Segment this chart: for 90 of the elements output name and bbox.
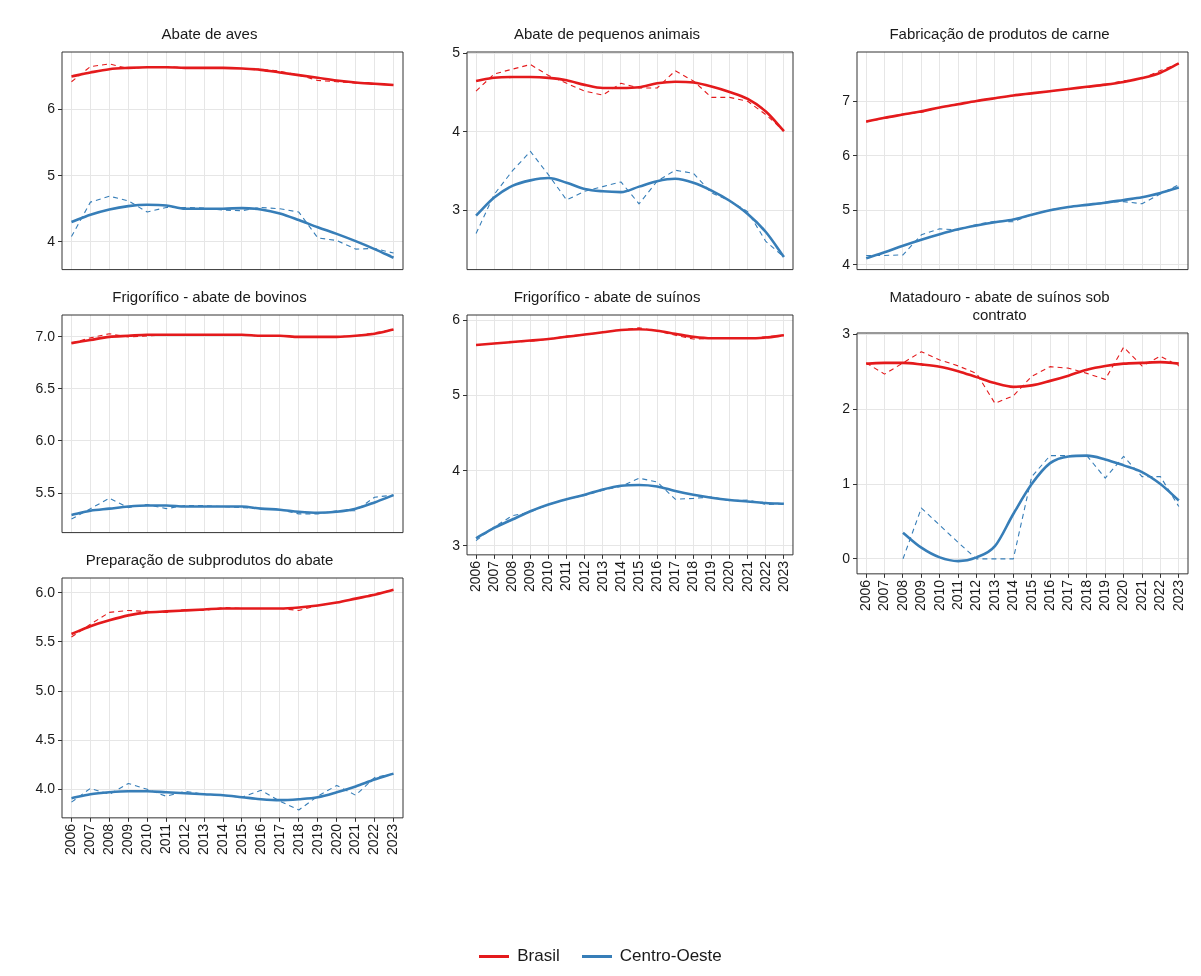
x-tick-label: 2012 xyxy=(967,579,984,612)
x-tick-label: 2011 xyxy=(949,579,965,610)
x-tick-label: 2009 xyxy=(912,579,929,612)
y-tick-label: 6 xyxy=(452,311,461,328)
x-tick-label: 2021 xyxy=(1132,579,1149,612)
x-tick-label: 2015 xyxy=(1022,579,1039,612)
x-tick-label: 2021 xyxy=(738,560,755,593)
x-tick-label: 2014 xyxy=(213,823,230,856)
x-tick-label: 2010 xyxy=(539,560,556,593)
y-tick-label: 3 xyxy=(842,325,851,342)
x-tick-label: 2013 xyxy=(593,560,610,593)
x-tick-label: 2022 xyxy=(365,823,382,856)
x-tick-label: 2019 xyxy=(308,823,325,856)
x-tick-label: 2018 xyxy=(1077,579,1094,612)
x-tick-label: 2010 xyxy=(138,823,155,856)
x-tick-label: 2008 xyxy=(503,560,520,593)
x-tick-label: 2015 xyxy=(629,560,646,593)
y-tick-label: 2 xyxy=(842,400,851,417)
y-tick-label: 6.5 xyxy=(35,379,56,396)
x-tick-label: 2015 xyxy=(232,823,249,856)
x-tick-label: 2008 xyxy=(100,823,117,856)
y-tick-label: 1 xyxy=(842,474,851,491)
y-tick-label: 7.0 xyxy=(35,327,56,344)
x-tick-label: 2014 xyxy=(1004,579,1021,612)
chart-title: Frigorífico - abate de bovinos xyxy=(112,288,307,306)
y-tick-label: 0 xyxy=(842,549,851,566)
y-tick-label: 4 xyxy=(452,122,461,139)
x-tick-label: 2006 xyxy=(466,560,483,593)
legend-label: Centro-Oeste xyxy=(619,946,722,966)
y-tick-label: 5 xyxy=(452,44,461,61)
x-tick-label: 2016 xyxy=(251,823,268,856)
y-tick-label: 4 xyxy=(452,461,461,478)
x-tick-label: 2011 xyxy=(157,823,174,854)
y-tick-label: 3 xyxy=(452,536,461,553)
chart-title: Fabricação de produtos de carne xyxy=(889,25,1110,43)
x-tick-label: 2016 xyxy=(1040,579,1057,612)
x-tick-label: 2020 xyxy=(720,560,737,593)
x-tick-label: 2009 xyxy=(119,823,136,856)
x-tick-label: 2016 xyxy=(648,560,665,593)
y-tick-label: 5 xyxy=(47,166,56,183)
y-tick-label: 5.5 xyxy=(35,483,56,500)
y-tick-label: 5 xyxy=(452,386,461,403)
x-tick-label: 2007 xyxy=(81,823,98,856)
x-tick-label: 2010 xyxy=(930,579,947,612)
y-tick-label: 6.0 xyxy=(35,583,56,600)
x-tick-label: 2009 xyxy=(521,560,538,593)
chart-title: Abate de pequenos animais xyxy=(514,25,700,43)
y-tick-label: 7 xyxy=(842,92,851,109)
y-tick-label: 4 xyxy=(47,232,56,249)
x-tick-label: 2022 xyxy=(756,560,773,593)
x-tick-label: 2012 xyxy=(575,560,592,593)
chart-title: Abate de aves xyxy=(161,25,258,43)
x-tick-label: 2013 xyxy=(985,579,1002,612)
x-tick-label: 2020 xyxy=(1114,579,1131,612)
x-tick-label: 2017 xyxy=(666,560,683,593)
legend-label: Brasil xyxy=(517,946,560,966)
x-tick-label: 2013 xyxy=(194,823,211,856)
x-tick-label: 2006 xyxy=(857,579,874,612)
x-tick-label: 2008 xyxy=(893,579,910,612)
chart-title: Matadouro - abate de suínos sob contrato xyxy=(889,288,1110,324)
x-tick-label: 2006 xyxy=(62,823,79,856)
chart-title: Frigorífico - abate de suínos xyxy=(513,288,701,306)
x-tick-label: 2014 xyxy=(611,560,628,593)
y-tick-label: 5 xyxy=(842,201,851,218)
x-tick-label: 2022 xyxy=(1151,579,1168,612)
y-tick-label: 4 xyxy=(842,255,851,272)
y-tick-label: 6 xyxy=(47,100,56,117)
y-tick-label: 4.5 xyxy=(35,731,56,748)
y-tick-label: 6.0 xyxy=(35,431,56,448)
x-tick-label: 2023 xyxy=(384,823,401,856)
y-tick-label: 5.0 xyxy=(35,681,56,698)
x-tick-label: 2017 xyxy=(1059,579,1076,612)
x-tick-label: 2018 xyxy=(684,560,701,593)
y-tick-label: 5.5 xyxy=(35,632,56,649)
y-tick-label: 4.0 xyxy=(35,780,56,797)
x-tick-label: 2007 xyxy=(875,579,892,612)
y-tick-label: 3 xyxy=(452,200,461,217)
x-tick-label: 2018 xyxy=(289,823,306,856)
x-tick-label: 2012 xyxy=(176,823,192,856)
x-tick-label: 2011 xyxy=(557,560,574,591)
x-tick-label: 2020 xyxy=(327,823,344,856)
x-tick-label: 2021 xyxy=(346,823,363,856)
x-tick-label: 2019 xyxy=(1096,579,1113,612)
x-tick-label: 2017 xyxy=(270,823,287,856)
x-tick-label: 2007 xyxy=(485,560,502,593)
chart-title: Preparação de subprodutos do abate xyxy=(85,551,334,569)
y-tick-label: 6 xyxy=(842,146,851,163)
x-tick-label: 2023 xyxy=(774,560,791,593)
x-tick-label: 2023 xyxy=(1169,579,1186,612)
x-tick-label: 2019 xyxy=(702,560,719,593)
